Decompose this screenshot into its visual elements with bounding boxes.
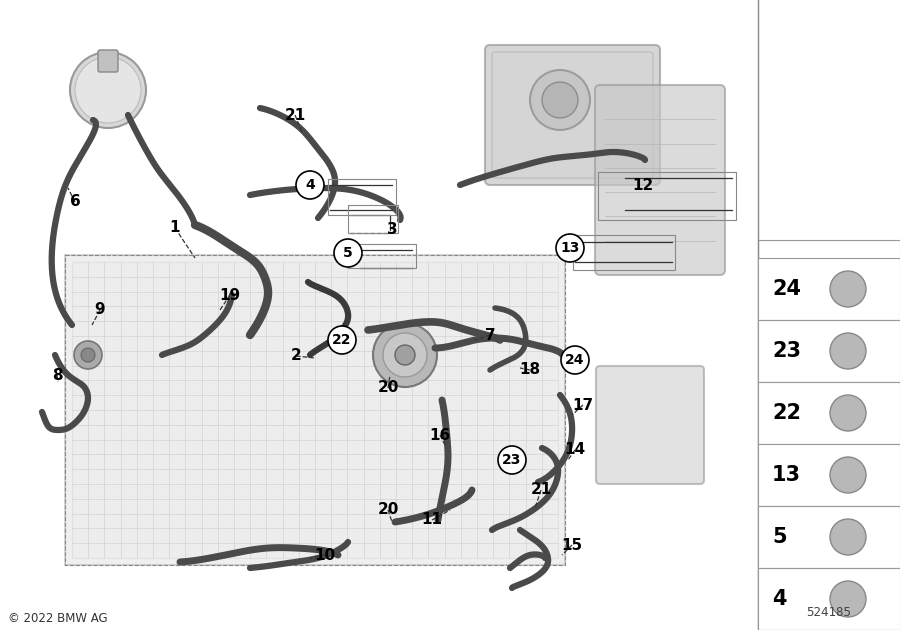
Bar bbox=[573, 235, 675, 270]
Text: 24: 24 bbox=[772, 279, 801, 299]
Bar bbox=[348, 244, 416, 268]
Bar bbox=[758, 444, 900, 506]
Text: 23: 23 bbox=[502, 453, 522, 467]
FancyBboxPatch shape bbox=[492, 52, 653, 178]
Circle shape bbox=[296, 171, 324, 199]
Circle shape bbox=[373, 323, 437, 387]
Text: 3: 3 bbox=[387, 222, 397, 238]
Circle shape bbox=[830, 395, 866, 431]
Text: 7: 7 bbox=[485, 328, 495, 343]
Circle shape bbox=[830, 581, 866, 617]
Text: 6: 6 bbox=[69, 195, 80, 210]
Circle shape bbox=[830, 271, 866, 307]
Text: 5: 5 bbox=[772, 527, 787, 547]
Bar bbox=[348, 205, 398, 233]
Circle shape bbox=[328, 326, 356, 354]
Circle shape bbox=[830, 519, 866, 555]
Circle shape bbox=[556, 234, 584, 262]
Text: 21: 21 bbox=[284, 108, 306, 122]
FancyBboxPatch shape bbox=[595, 85, 725, 275]
Text: 12: 12 bbox=[633, 178, 653, 193]
Circle shape bbox=[530, 70, 590, 130]
Text: 524185: 524185 bbox=[806, 605, 851, 619]
Text: 11: 11 bbox=[421, 512, 443, 527]
Text: 20: 20 bbox=[377, 503, 399, 517]
Text: 10: 10 bbox=[314, 547, 336, 563]
Bar bbox=[758, 320, 900, 382]
Bar bbox=[65, 255, 565, 565]
Text: 21: 21 bbox=[530, 483, 552, 498]
Text: 4: 4 bbox=[305, 178, 315, 192]
FancyBboxPatch shape bbox=[98, 50, 118, 72]
Bar bbox=[758, 258, 900, 320]
Circle shape bbox=[74, 341, 102, 369]
Circle shape bbox=[395, 345, 415, 365]
Text: 19: 19 bbox=[220, 287, 240, 302]
Text: 13: 13 bbox=[561, 241, 580, 255]
Bar bbox=[758, 240, 900, 630]
Text: 18: 18 bbox=[519, 362, 541, 377]
Circle shape bbox=[498, 446, 526, 474]
Circle shape bbox=[830, 457, 866, 493]
Circle shape bbox=[830, 333, 866, 369]
Text: 9: 9 bbox=[94, 302, 105, 318]
Text: 13: 13 bbox=[772, 465, 801, 485]
Circle shape bbox=[81, 348, 95, 362]
FancyBboxPatch shape bbox=[596, 366, 704, 484]
Text: 14: 14 bbox=[564, 442, 586, 457]
Text: 23: 23 bbox=[772, 341, 801, 361]
FancyBboxPatch shape bbox=[485, 45, 660, 185]
Circle shape bbox=[334, 239, 362, 267]
Circle shape bbox=[542, 82, 578, 118]
Text: 17: 17 bbox=[572, 398, 594, 413]
Text: 8: 8 bbox=[51, 367, 62, 382]
Text: 1: 1 bbox=[170, 220, 180, 236]
FancyBboxPatch shape bbox=[72, 262, 558, 558]
FancyBboxPatch shape bbox=[65, 255, 565, 565]
Text: 22: 22 bbox=[332, 333, 352, 347]
Circle shape bbox=[70, 52, 146, 128]
Bar bbox=[328, 179, 396, 215]
Text: 4: 4 bbox=[772, 589, 787, 609]
Bar bbox=[758, 568, 900, 630]
Text: 15: 15 bbox=[562, 537, 582, 553]
Text: 16: 16 bbox=[429, 428, 451, 442]
Text: 22: 22 bbox=[772, 403, 801, 423]
Text: 24: 24 bbox=[565, 353, 585, 367]
Circle shape bbox=[561, 346, 589, 374]
Circle shape bbox=[383, 333, 427, 377]
Circle shape bbox=[75, 57, 141, 123]
Bar bbox=[598, 172, 736, 220]
Bar bbox=[758, 506, 900, 568]
Text: © 2022 BMW AG: © 2022 BMW AG bbox=[8, 612, 108, 624]
Text: 5: 5 bbox=[343, 246, 353, 260]
Text: 2: 2 bbox=[291, 348, 302, 364]
Text: 20: 20 bbox=[377, 381, 399, 396]
Bar bbox=[758, 382, 900, 444]
